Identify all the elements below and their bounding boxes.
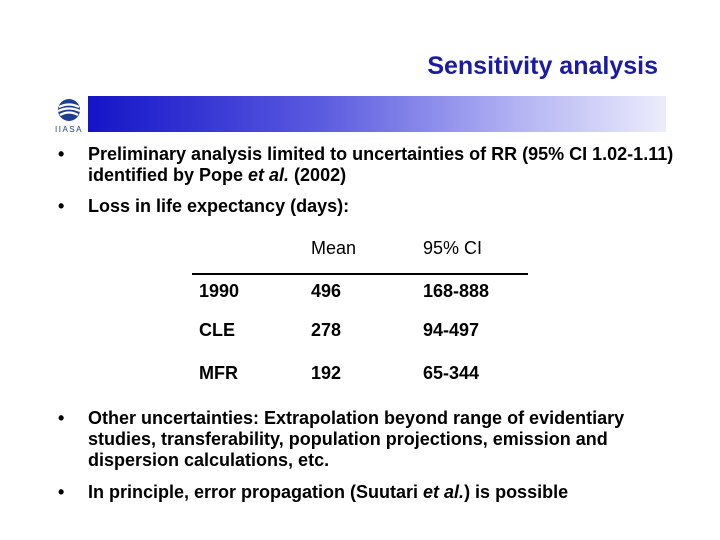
- table-row-mean: 496: [311, 281, 342, 301]
- table-header-rule: [192, 273, 528, 275]
- logo-text: IIASA: [55, 125, 83, 134]
- iiasa-logo: IIASA: [55, 99, 83, 134]
- table-row-ci: 65-344: [423, 363, 480, 383]
- table-row-label: CLE: [199, 320, 235, 340]
- bullet-marker: •: [58, 144, 65, 164]
- table-header-mean: Mean: [311, 238, 357, 258]
- slide-title: Sensitivity analysis: [427, 52, 658, 80]
- bullet-marker: •: [58, 482, 65, 502]
- bullet-text-italic: et al.: [248, 165, 290, 185]
- bullet-marker: •: [58, 408, 65, 428]
- table-row-label: MFR: [199, 363, 238, 383]
- bullet-marker: •: [58, 196, 65, 216]
- table-row-mean: 278: [311, 320, 342, 340]
- bullet-text-italic: et al.: [423, 482, 465, 502]
- table-row-mean: 192: [311, 363, 342, 383]
- bullet-text-segment: ) is possible: [464, 482, 569, 502]
- bullet-text-segment: Preliminary analysis limited to uncertai…: [88, 144, 674, 185]
- table-row-ci: 168-888: [423, 281, 490, 301]
- bullet-text: Loss in life expectancy (days):: [88, 196, 350, 216]
- table-row-ci: 94-497: [423, 320, 480, 340]
- bullet-text-segment: (2002): [289, 165, 347, 185]
- table-row-label: 1990: [199, 281, 240, 301]
- bullet-text: In principle, error propagation (Suutari…: [88, 482, 688, 503]
- bullet-text-segment: In principle, error propagation (Suutari: [88, 482, 424, 502]
- table-header-ci: 95% CI: [423, 238, 483, 258]
- header-gradient-bar: [88, 96, 666, 132]
- bullet-text: Other uncertainties: Extrapolation beyon…: [88, 408, 625, 470]
- bullet-text: Preliminary analysis limited to uncertai…: [88, 144, 678, 186]
